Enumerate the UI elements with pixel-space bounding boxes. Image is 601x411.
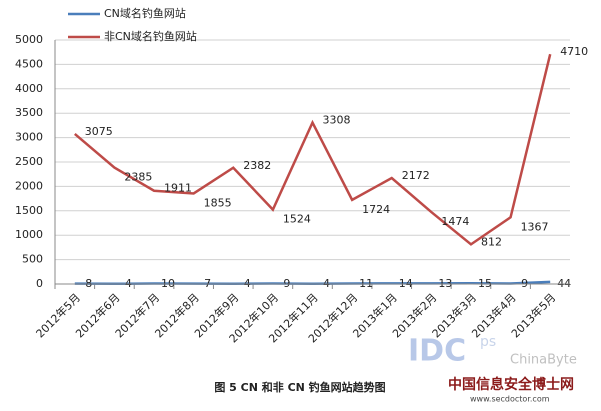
data-label: 4710 bbox=[560, 45, 588, 58]
data-label: 812 bbox=[481, 235, 502, 248]
y-tick-label: 1500 bbox=[15, 204, 43, 217]
y-tick-label: 1000 bbox=[15, 228, 43, 241]
data-label: 1524 bbox=[283, 213, 311, 226]
watermark: IDC bbox=[408, 334, 466, 369]
data-label: 2382 bbox=[243, 159, 271, 172]
y-tick-label: 2500 bbox=[15, 155, 43, 168]
watermark: www.secdoctor.com bbox=[470, 395, 550, 404]
y-tick-label: 0 bbox=[36, 277, 43, 290]
legend-label: CN域名钓鱼网站 bbox=[104, 6, 186, 20]
series-line bbox=[73, 53, 552, 246]
data-label: 1911 bbox=[164, 182, 192, 195]
data-label: 1724 bbox=[362, 203, 390, 216]
data-label: 1474 bbox=[441, 215, 469, 228]
y-tick-label: 3500 bbox=[15, 106, 43, 119]
data-label: 2385 bbox=[124, 171, 152, 184]
data-label: 1367 bbox=[521, 220, 549, 233]
watermark: ps bbox=[480, 334, 496, 350]
data-label: 2172 bbox=[402, 169, 430, 182]
watermark: ChinaByte bbox=[510, 353, 577, 368]
y-tick-label: 4500 bbox=[15, 57, 43, 70]
y-tick-label: 2000 bbox=[15, 179, 43, 192]
y-tick-label: 500 bbox=[22, 253, 43, 266]
y-tick-label: 3000 bbox=[15, 131, 43, 144]
data-label: 3075 bbox=[85, 125, 113, 138]
legend-label: 非CN域名钓鱼网站 bbox=[104, 29, 197, 43]
y-tick-label: 5000 bbox=[15, 33, 43, 46]
y-tick-label: 4000 bbox=[15, 82, 43, 95]
watermark: 中国信息安全博士网 bbox=[448, 376, 574, 393]
data-label: 1855 bbox=[204, 196, 232, 209]
caption: 图 5 CN 和非 CN 钓鱼网站趋势图 bbox=[214, 380, 385, 394]
data-label: 3308 bbox=[323, 114, 351, 127]
